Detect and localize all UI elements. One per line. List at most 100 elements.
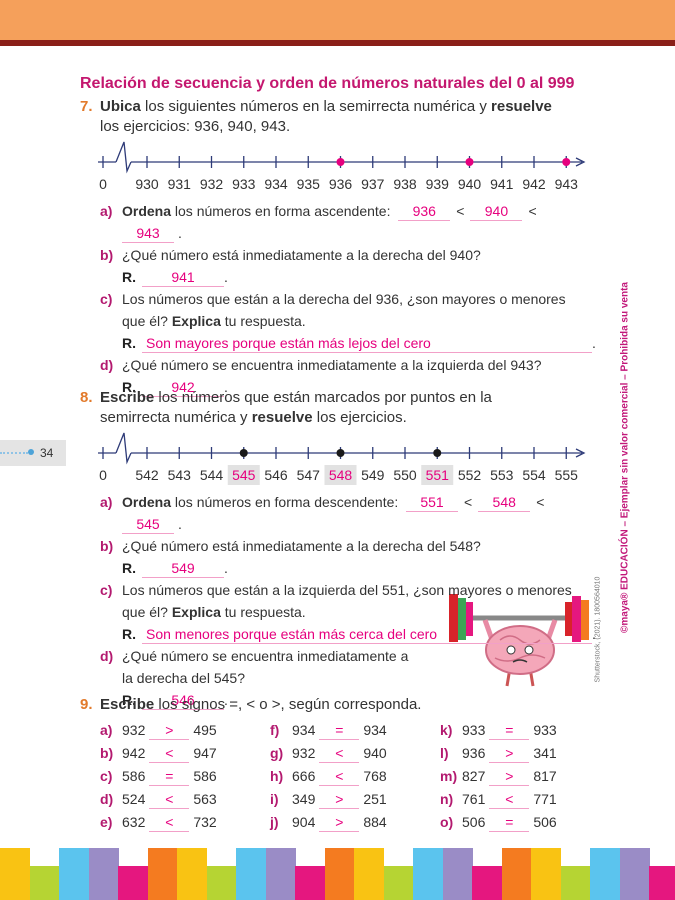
response-label: R. <box>122 379 136 395</box>
left-number: 942 <box>122 745 146 761</box>
stripe <box>265 848 296 900</box>
response: R. 546. <box>122 689 675 711</box>
item: a) Ordena los números en forma ascendente… <box>100 200 675 244</box>
left-number: 666 <box>292 768 316 784</box>
comparison: m) 827 >817 <box>440 765 610 788</box>
item: a) Ordena los números en forma descendent… <box>100 491 675 535</box>
tick-label: 935 <box>297 176 321 192</box>
stripe <box>531 848 561 900</box>
item-text: ¿Qué número se encuentra inmediatamente … <box>122 645 422 689</box>
item-letter: g) <box>270 745 284 761</box>
item-text: Los números que están a la izquierda del… <box>122 579 592 623</box>
response-label: R. <box>122 560 136 576</box>
item-letter: j) <box>270 814 279 830</box>
tick-label: 547 <box>297 467 321 483</box>
response-blank: 546 <box>142 692 224 710</box>
comparison: a) 932 >495 <box>100 719 270 742</box>
tick-label: 939 <box>426 176 450 192</box>
comparison: c) 586 = 586 <box>100 765 270 788</box>
tick-label: 943 <box>555 176 579 192</box>
marked-point <box>336 449 345 457</box>
axis-arrow <box>575 157 586 167</box>
item-letter: o) <box>440 814 454 830</box>
period: . <box>178 225 182 241</box>
stripe <box>236 848 266 900</box>
stripe <box>383 866 414 900</box>
separator: < <box>536 494 545 510</box>
item-letter: m) <box>440 768 458 784</box>
comparison-grid: a) 932 >495 b) 942 <947 c) 586 = 586 d) 524 <563 e) 63… <box>100 719 675 834</box>
stripe <box>560 866 591 900</box>
period: . <box>592 335 596 351</box>
axis-break <box>115 141 132 174</box>
comparison: i) 349 >251 <box>270 788 440 811</box>
page-number: 34 <box>40 446 54 460</box>
comparison: e) 632 <732 <box>100 811 270 834</box>
item-text: ¿Qué número está inmediatamente a la der… <box>122 535 592 557</box>
section-title: Relación de secuencia y orden de números… <box>80 75 575 92</box>
tick-label: 940 <box>458 176 482 192</box>
answer-blank: 551 <box>406 494 459 512</box>
comparison: d) 524 <563 <box>100 788 270 811</box>
response: R. Son menores porque están más cerca del… <box>122 623 675 645</box>
left-number: 349 <box>292 791 316 807</box>
left-number: 827 <box>462 768 486 784</box>
left-number: 524 <box>122 791 146 807</box>
text-run: Los números que están a la derecha del 9… <box>122 291 566 329</box>
label-highlight <box>421 465 454 485</box>
eye <box>506 645 516 655</box>
weight <box>572 596 581 642</box>
text-run: los ejercicios: 936, 940, 943. <box>100 118 291 135</box>
text-run: resuelve <box>251 409 313 426</box>
item-letter: h) <box>270 768 284 784</box>
item-letter: f) <box>270 722 280 738</box>
stripe <box>413 848 443 900</box>
right-number: 771 <box>533 791 557 807</box>
item: c) Los números que están a la derecha del… <box>100 288 675 354</box>
response: R. Son mayores porque están más lejos del… <box>122 332 675 354</box>
item: c) Los números que están a la izquierda d… <box>100 579 675 645</box>
response: R. 549. <box>122 557 675 579</box>
marked-point <box>239 449 248 457</box>
exercise-number: 8. <box>80 389 93 406</box>
separator: < <box>528 203 537 219</box>
weight <box>449 594 458 642</box>
response-blank: Son menores porque están más cerca del c… <box>142 626 592 644</box>
text-run: Los números que están a la izquierda del… <box>122 582 572 620</box>
tick-label: 937 <box>361 176 385 192</box>
tick-label: 543 <box>168 467 192 483</box>
tick-label: 555 <box>555 467 579 483</box>
comparison: o) 506 = 506 <box>440 811 610 834</box>
tick-label: 546 <box>264 467 288 483</box>
left-number: 933 <box>462 722 486 738</box>
tick-label: 551 <box>426 467 450 483</box>
weight <box>565 602 572 636</box>
exercise-header: 7. Ubica los siguientes números en la sem… <box>0 97 675 137</box>
right-number: 817 <box>533 768 557 784</box>
stripe <box>649 866 675 900</box>
response-label: R. <box>122 335 136 351</box>
sign-blank: = <box>319 722 360 740</box>
item-letter: b) <box>100 247 114 263</box>
answer-blank: 940 <box>470 203 523 221</box>
item: d) ¿Qué número se encuentra inmediatament… <box>100 645 675 711</box>
item-text: ¿Qué número está inmediatamente a la der… <box>122 244 592 266</box>
item: b) ¿Qué número está inmediatamente a la d… <box>100 244 675 288</box>
stripe <box>442 848 473 900</box>
label-highlight <box>324 465 357 485</box>
text-run: los signos =, < o >, según corresponda. <box>154 696 422 713</box>
right-number: 947 <box>193 745 217 761</box>
sign-blank: > <box>489 745 530 763</box>
item-letter: a) <box>100 494 113 510</box>
text-run: resuelve <box>491 98 552 115</box>
answer-blank: 936 <box>398 203 451 221</box>
tick-label: 932 <box>200 176 224 192</box>
stripe <box>88 848 119 900</box>
item-text: Ordena los números en forma descendente:… <box>122 491 592 535</box>
comparison: n) 761 <771 <box>440 788 610 811</box>
left-number: 632 <box>122 814 146 830</box>
right-number: 586 <box>193 768 217 784</box>
tick-label: 938 <box>393 176 417 192</box>
tick-label: 544 <box>200 467 224 483</box>
tick-label: 554 <box>522 467 546 483</box>
